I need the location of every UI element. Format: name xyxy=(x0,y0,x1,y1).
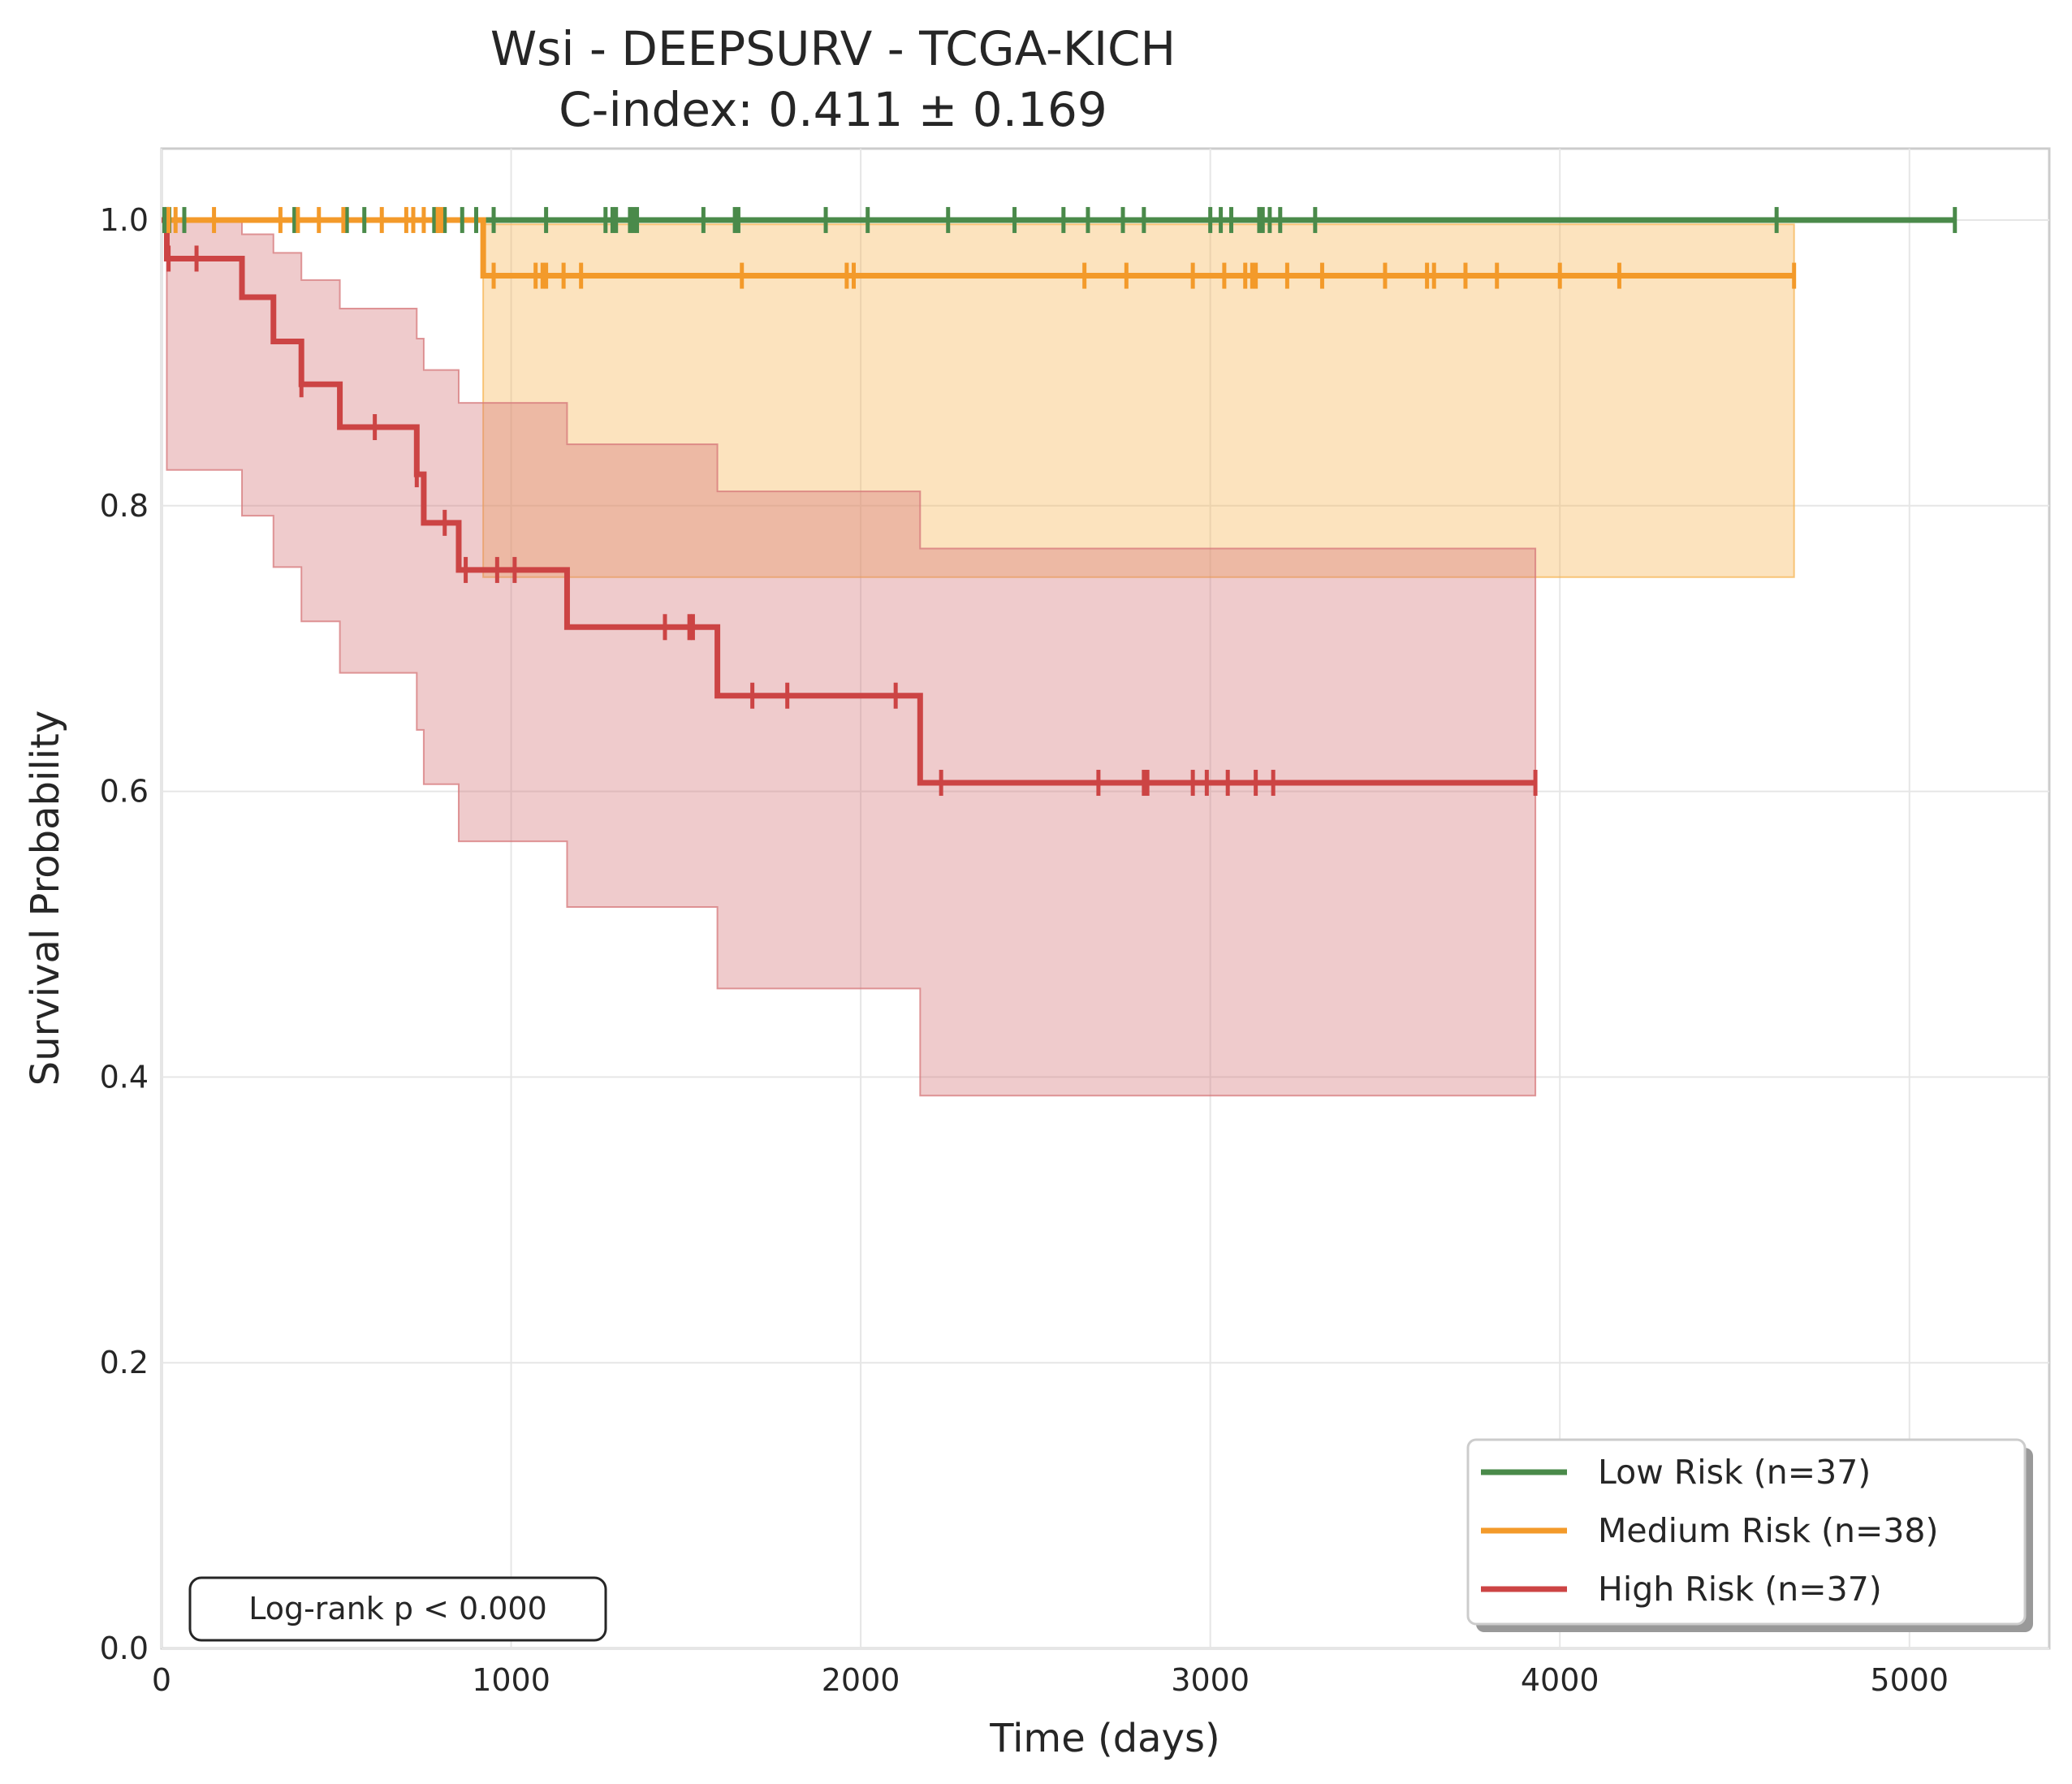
chart-title-group: Wsi - DEEPSURV - TCGA-KICH C-index: 0.41… xyxy=(490,21,1176,137)
annotation-text: Log-rank p < 0.000 xyxy=(248,1591,547,1626)
high-risk-confidence-band xyxy=(166,218,1537,1097)
low-risk-legend-label: Low Risk (n=37) xyxy=(1598,1453,1871,1492)
x-tick-label: 4000 xyxy=(1521,1662,1599,1698)
log-rank-annotation: Log-rank p < 0.000 xyxy=(188,1576,607,1642)
x-tick-label: 3000 xyxy=(1171,1662,1250,1698)
confidence-bands xyxy=(166,218,1795,1097)
legend: Low Risk (n=37) Medium Risk (n=38) High Ri… xyxy=(1466,1438,2033,1632)
annotation-box xyxy=(188,1576,607,1642)
censor-marks xyxy=(162,206,1958,797)
y-tick-label: 0.0 xyxy=(100,1631,149,1666)
x-axis-ticks: 0 1000 2000 3000 4000 5000 xyxy=(152,1662,1949,1698)
plot-frame xyxy=(160,147,2051,1650)
chart-subtitle: C-index: 0.411 ± 0.169 xyxy=(559,82,1107,137)
medium-risk-curve xyxy=(162,217,1794,279)
x-tick-label: 2000 xyxy=(822,1662,900,1698)
legend-box xyxy=(1466,1438,2027,1626)
x-axis-title: Time (days) xyxy=(989,1716,1219,1761)
medium-risk-confidence-band xyxy=(482,223,1795,578)
high-risk-curve xyxy=(162,217,1536,786)
grid-lines xyxy=(161,149,2049,1649)
x-tick-label: 0 xyxy=(152,1662,171,1698)
y-tick-label: 0.8 xyxy=(100,488,149,524)
y-axis-title: Survival Probability xyxy=(23,711,68,1086)
x-tick-label: 1000 xyxy=(472,1662,550,1698)
high-risk-legend-label: High Risk (n=37) xyxy=(1598,1570,1882,1609)
y-tick-label: 0.4 xyxy=(100,1059,149,1095)
medium-risk-legend-label: Medium Risk (n=38) xyxy=(1598,1511,1939,1550)
legend-entries: Low Risk (n=37) Medium Risk (n=38) High Ri… xyxy=(1481,1453,1939,1609)
x-tick-label: 5000 xyxy=(1870,1662,1949,1698)
y-axis-ticks: 0.0 0.2 0.4 0.6 0.8 1.0 xyxy=(100,202,149,1666)
y-tick-label: 0.6 xyxy=(100,774,149,810)
y-tick-label: 0.2 xyxy=(100,1345,149,1380)
chart-title: Wsi - DEEPSURV - TCGA-KICH xyxy=(490,21,1176,76)
y-tick-label: 1.0 xyxy=(100,202,149,238)
